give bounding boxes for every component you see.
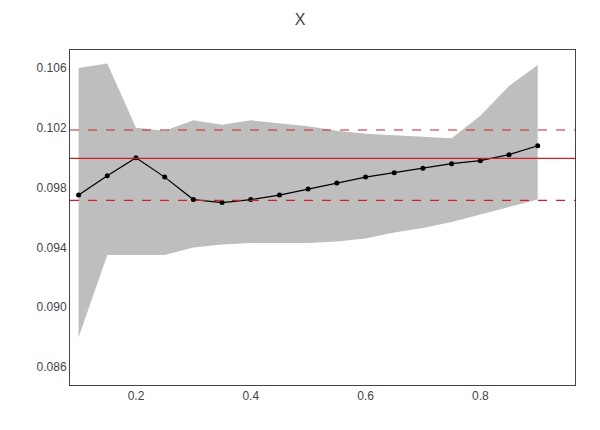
svg-text:0.086: 0.086 (37, 360, 67, 374)
svg-text:0.2: 0.2 (128, 389, 145, 403)
svg-text:0.098: 0.098 (37, 181, 67, 195)
svg-text:0.4: 0.4 (242, 389, 259, 403)
svg-text:0.6: 0.6 (357, 389, 374, 403)
svg-text:0.106: 0.106 (37, 61, 67, 75)
svg-text:0.094: 0.094 (37, 241, 67, 255)
svg-text:X: X (295, 11, 306, 28)
svg-text:0.090: 0.090 (37, 300, 67, 314)
svg-text:0.102: 0.102 (37, 121, 67, 135)
svg-text:0.8: 0.8 (472, 389, 489, 403)
